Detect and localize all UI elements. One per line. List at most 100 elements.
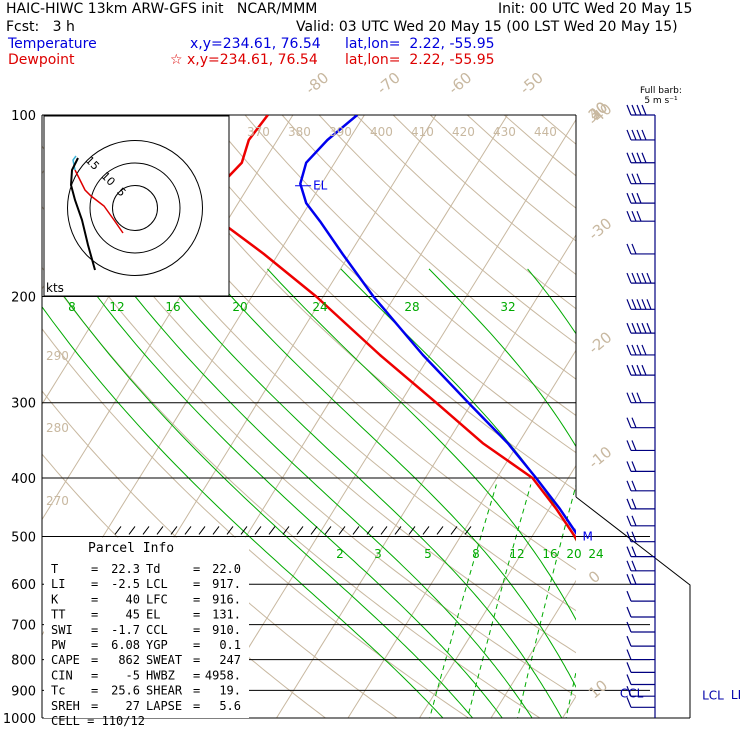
hatch-mark bbox=[310, 526, 318, 535]
moist-adiabat-line bbox=[340, 268, 576, 542]
hatch-mark bbox=[142, 526, 150, 535]
hatch-mark bbox=[254, 526, 262, 535]
wind-barb-flag bbox=[636, 272, 642, 284]
theta-label: 400 bbox=[370, 125, 393, 139]
parcel-right-label: EL bbox=[146, 608, 160, 622]
moist-adiabat-label: 24 bbox=[312, 300, 327, 314]
dry-adiabat-line bbox=[42, 266, 541, 718]
wind-barb-flag bbox=[641, 344, 647, 356]
dry-adiabat-line bbox=[653, 115, 740, 731]
wind-barb-flag bbox=[626, 697, 632, 708]
parcel-right-eq: = bbox=[193, 592, 200, 606]
parcel-left-value: 6.08 bbox=[111, 638, 140, 652]
wind-barb-flag bbox=[641, 299, 647, 310]
wind-barb-flag bbox=[631, 560, 637, 572]
level-annotation: M bbox=[583, 529, 593, 543]
isotherm-line bbox=[42, 115, 294, 521]
parcel-info-box: Parcel Info T = 22.3 LI = -2.5 K = 40 TT = 45 SWI = -1.… bbox=[44, 537, 249, 728]
theta-label: 420 bbox=[452, 125, 475, 139]
wind-barb-flag bbox=[626, 392, 632, 403]
parcel-left-value: 27 bbox=[126, 699, 140, 713]
wind-barb-flag bbox=[631, 417, 637, 428]
wind-barb-flag bbox=[626, 560, 632, 572]
pressure-tick-label: 600 bbox=[11, 578, 36, 593]
dry-adiabat-line bbox=[429, 115, 576, 242]
parcel-right-eq: = bbox=[193, 653, 200, 667]
hatch-mark bbox=[436, 526, 444, 535]
theta-label: 290 bbox=[46, 349, 69, 363]
wind-barb-flag bbox=[626, 635, 632, 647]
wind-barbs bbox=[626, 104, 656, 718]
wind-barb-flag bbox=[641, 129, 647, 141]
temperature-xy: x,y=234.61, 76.54 bbox=[190, 36, 321, 52]
wind-barb-flag bbox=[626, 461, 632, 472]
wind-barb-flag bbox=[626, 129, 632, 141]
wind-barb-flag bbox=[636, 192, 642, 204]
isotherm-line bbox=[561, 695, 576, 718]
level-annotation: LFC bbox=[731, 688, 740, 702]
wind-barb-flag bbox=[631, 243, 637, 255]
wind-barb-flag bbox=[626, 192, 632, 204]
wind-barb-flag bbox=[626, 364, 632, 376]
wind-barb-flag bbox=[626, 498, 632, 510]
moist-adiabat-label: 28 bbox=[404, 300, 419, 314]
parcel-left-value: -5 bbox=[126, 668, 140, 682]
isotherm-label: -20 bbox=[585, 328, 615, 358]
wind-barb-flag bbox=[636, 152, 642, 163]
pressure-tick-label: 400 bbox=[11, 472, 36, 487]
isotherm-label: -50 bbox=[516, 69, 546, 99]
parcel-right-value: 131. bbox=[212, 608, 241, 622]
dry-adiabat-line bbox=[503, 115, 576, 177]
dry-adiabat-line bbox=[42, 205, 576, 697]
dewpoint-xy: ☆ x,y=234.61, 76.54 bbox=[170, 52, 318, 68]
isotherm-line bbox=[698, 115, 740, 731]
parcel-left-label: LI bbox=[51, 577, 65, 591]
isotherm-line bbox=[418, 464, 576, 718]
parcel-right-label: YGP bbox=[146, 638, 168, 652]
parcel-left-eq: = bbox=[91, 638, 98, 652]
wind-barb-flag bbox=[626, 662, 632, 673]
parcel-left-value: 45 bbox=[126, 608, 140, 622]
hatch-mark bbox=[240, 526, 248, 535]
parcel-left-value: 22.3 bbox=[111, 562, 140, 576]
wind-barb-flag bbox=[636, 104, 642, 116]
wind-barb-flag bbox=[626, 417, 632, 428]
wind-barb-flag bbox=[626, 299, 632, 310]
dry-adiabat-line bbox=[170, 115, 576, 492]
hatch-mark bbox=[408, 526, 416, 535]
wind-barb-flag bbox=[631, 173, 637, 184]
wind-barb-flag bbox=[631, 192, 637, 204]
parcel-right-value: 910. bbox=[212, 623, 241, 637]
valid-time: Valid: 03 UTC Wed 20 May 15 (00 LST Wed … bbox=[296, 19, 678, 35]
parcel-left-value: 862 bbox=[118, 653, 140, 667]
wind-barb-flag bbox=[631, 392, 637, 403]
wind-barb-flag bbox=[641, 322, 647, 334]
moist-adiabat-label: 16 bbox=[165, 300, 180, 314]
theta-label: 440 bbox=[534, 125, 557, 139]
mixing-ratio-line bbox=[467, 484, 532, 718]
theta-label: 280 bbox=[46, 421, 69, 435]
hatch-mark bbox=[114, 526, 122, 535]
wind-barb-flag bbox=[626, 674, 632, 685]
wind-barb-flag bbox=[636, 210, 642, 222]
wind-barb-flag bbox=[636, 392, 642, 403]
hatch-mark bbox=[184, 526, 192, 535]
pressure-tick-label: 800 bbox=[11, 654, 36, 669]
moist-adiabat-line bbox=[267, 268, 576, 621]
moist-adiabat-line bbox=[206, 268, 576, 689]
parcel-left-value: 40 bbox=[126, 592, 140, 606]
wind-barb-flag bbox=[626, 621, 632, 633]
parcel-left-value: -2.5 bbox=[111, 577, 140, 591]
parcel-left-eq: = bbox=[91, 562, 98, 576]
pressure-tick-label: 100 bbox=[11, 109, 36, 124]
dry-adiabat-line bbox=[244, 115, 576, 417]
wind-barb-flag bbox=[631, 344, 637, 356]
parcel-right-label: SHEAR bbox=[146, 684, 183, 698]
dry-adiabat-line bbox=[578, 115, 740, 731]
parcel-right-value: 916. bbox=[212, 592, 241, 606]
parcel-left-eq: = bbox=[91, 577, 98, 591]
parcel-left-label: T bbox=[51, 562, 58, 576]
hatch-mark bbox=[366, 526, 374, 535]
isotherm-line bbox=[42, 115, 222, 406]
